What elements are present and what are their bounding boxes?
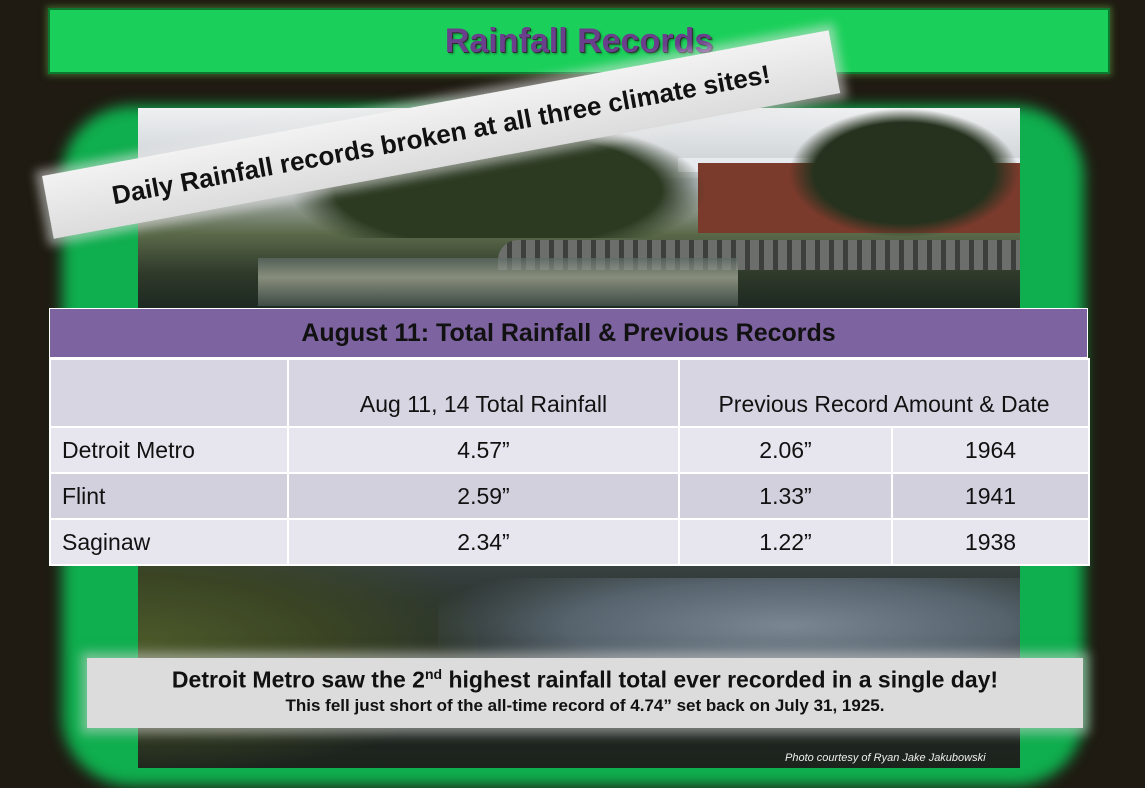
records-table: Aug 11, 14 Total Rainfall Previous Recor… bbox=[49, 358, 1091, 566]
title-bar: Rainfall Records bbox=[48, 8, 1110, 74]
site-name: Saginaw bbox=[49, 518, 289, 566]
previous-year: 1938 bbox=[890, 518, 1091, 566]
previous-year: 1964 bbox=[890, 426, 1091, 474]
previous-amount: 2.06” bbox=[678, 426, 893, 474]
table-header-row: Aug 11, 14 Total Rainfall Previous Recor… bbox=[49, 358, 1091, 428]
table-row: Detroit Metro 4.57” 2.06” 1964 bbox=[49, 426, 1091, 474]
site-name: Flint bbox=[49, 472, 289, 520]
note-detail: This fell just short of the all-time rec… bbox=[285, 695, 885, 715]
previous-amount: 1.33” bbox=[678, 472, 893, 520]
header-empty-cell bbox=[49, 358, 289, 428]
record-note: Detroit Metro saw the 2nd highest rainfa… bbox=[87, 658, 1083, 728]
rainfall-table: August 11: Total Rainfall & Previous Rec… bbox=[49, 308, 1091, 566]
page-title: Rainfall Records bbox=[444, 21, 714, 60]
total-rainfall: 2.59” bbox=[287, 472, 680, 520]
site-name: Detroit Metro bbox=[49, 426, 289, 474]
table-title-bar: August 11: Total Rainfall & Previous Rec… bbox=[49, 308, 1088, 358]
header-total-rainfall: Aug 11, 14 Total Rainfall bbox=[287, 358, 680, 428]
note-headline: Detroit Metro saw the 2nd highest rainfa… bbox=[171, 666, 999, 693]
previous-amount: 1.22” bbox=[678, 518, 893, 566]
header-previous-record: Previous Record Amount & Date bbox=[677, 358, 1091, 428]
photo-credit: Photo courtesy of Ryan Jake Jakubowski bbox=[785, 752, 986, 764]
table-title: August 11: Total Rainfall & Previous Rec… bbox=[301, 318, 836, 347]
table-row: Flint 2.59” 1.33” 1941 bbox=[49, 472, 1091, 520]
total-rainfall: 2.34” bbox=[287, 518, 680, 566]
total-rainfall: 4.57” bbox=[287, 426, 680, 474]
previous-year: 1941 bbox=[890, 472, 1091, 520]
table-row: Saginaw 2.34” 1.22” 1938 bbox=[49, 518, 1091, 566]
